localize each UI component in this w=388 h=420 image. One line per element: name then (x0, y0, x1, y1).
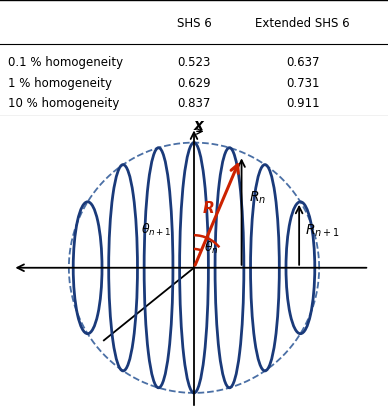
Text: $\boldsymbol{x}$: $\boldsymbol{x}$ (192, 118, 205, 133)
Text: 0.637: 0.637 (286, 56, 319, 69)
Text: SHS 6: SHS 6 (177, 17, 211, 29)
Text: 0.1 % homogeneity: 0.1 % homogeneity (8, 56, 123, 69)
Text: 0.911: 0.911 (286, 97, 319, 110)
Text: 0.837: 0.837 (177, 97, 211, 110)
Text: 1 % homogeneity: 1 % homogeneity (8, 77, 112, 89)
Text: $\boldsymbol{R_{n+1}}$: $\boldsymbol{R_{n+1}}$ (305, 222, 340, 239)
Text: 10 % homogeneity: 10 % homogeneity (8, 97, 119, 110)
Text: $\boldsymbol{R}$: $\boldsymbol{R}$ (201, 200, 214, 215)
Text: 0.523: 0.523 (177, 56, 211, 69)
Text: Extended SHS 6: Extended SHS 6 (255, 17, 350, 29)
Text: 0.629: 0.629 (177, 77, 211, 89)
Text: $\theta_{n+1}$: $\theta_{n+1}$ (141, 222, 171, 238)
Text: 0.731: 0.731 (286, 77, 319, 89)
Text: $\boldsymbol{R_n}$: $\boldsymbol{R_n}$ (249, 190, 266, 207)
Text: $\theta_n$: $\theta_n$ (204, 240, 218, 256)
